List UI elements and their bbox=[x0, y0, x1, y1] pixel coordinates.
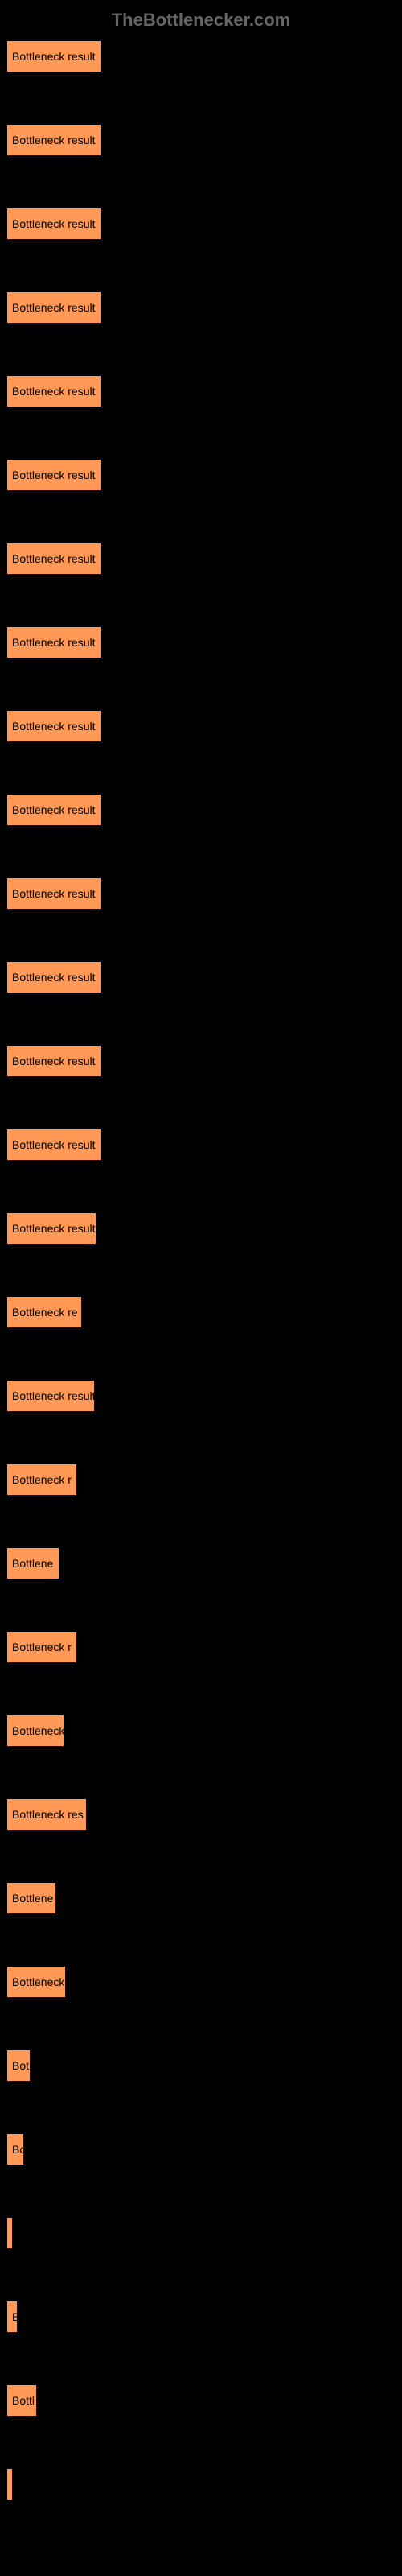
bar: B bbox=[6, 2301, 18, 2333]
bar-row: Bottl bbox=[6, 2384, 396, 2417]
site-title: TheBottlenecker.com bbox=[112, 10, 291, 30]
bar-label: Bottleneck result bbox=[12, 301, 96, 314]
header: TheBottlenecker.com bbox=[0, 0, 402, 40]
bar-row: Bottleneck result bbox=[6, 124, 396, 156]
bar: Bottlene bbox=[6, 1547, 59, 1579]
bar-label: Bottleneck bbox=[12, 1975, 64, 1988]
bar: Bottleneck result bbox=[6, 208, 101, 240]
bar-row: Bottleneck result bbox=[6, 877, 396, 910]
bar-row: Bottleneck result bbox=[6, 1045, 396, 1077]
bar-row: Bottleneck result bbox=[6, 626, 396, 658]
bar-label: Bottlene bbox=[12, 1892, 53, 1905]
bar: Bottleneck result bbox=[6, 1129, 101, 1161]
bar-label: B bbox=[12, 2310, 18, 2323]
bar-label: Bottleneck result bbox=[12, 720, 96, 733]
bar: Bottleneck bbox=[6, 1715, 64, 1747]
bar-row: Bottleneck result bbox=[6, 794, 396, 826]
bar-row: Bottleneck result bbox=[6, 291, 396, 324]
bar: Bottleneck result bbox=[6, 124, 101, 156]
bar-row: B bbox=[6, 2301, 396, 2333]
bar-label: Bottleneck result bbox=[12, 50, 96, 63]
bar-row: Bottleneck result bbox=[6, 1380, 396, 1412]
bar-row: Bottleneck bbox=[6, 1966, 396, 1998]
bar bbox=[6, 2217, 13, 2249]
bar-label: Bottleneck result bbox=[12, 469, 96, 481]
bar-label: Bot bbox=[12, 2059, 29, 2072]
bar-row: Bottlene bbox=[6, 1547, 396, 1579]
bar-label: Bottleneck result bbox=[12, 887, 96, 900]
bar-row: Bottleneck result bbox=[6, 459, 396, 491]
bar-label: Bottlene bbox=[12, 1557, 53, 1570]
bar: Bot bbox=[6, 2050, 31, 2082]
bar-label: Bottleneck r bbox=[12, 1473, 72, 1486]
bar: Bottl bbox=[6, 2384, 37, 2417]
bar: Bottleneck result bbox=[6, 1380, 95, 1412]
bar-label: Bottl bbox=[12, 2394, 35, 2407]
bar: Bottleneck r bbox=[6, 1631, 77, 1663]
bar-row: Bottleneck bbox=[6, 1715, 396, 1747]
bar: Bottleneck result bbox=[6, 1045, 101, 1077]
bar: Bottleneck result bbox=[6, 626, 101, 658]
bar-row: Bot bbox=[6, 2050, 396, 2082]
bar-label: Bottleneck result bbox=[12, 971, 96, 984]
bar: Bottleneck result bbox=[6, 961, 101, 993]
bar: Bottleneck result bbox=[6, 459, 101, 491]
bar-row: Bottleneck res bbox=[6, 1798, 396, 1831]
bar-chart: Bottleneck result Bottleneck result Bottle… bbox=[0, 40, 402, 2500]
bar-label: Bottleneck result bbox=[12, 1138, 96, 1151]
bar-label: Bottleneck result bbox=[12, 134, 96, 147]
bar-label: Bottleneck result bbox=[12, 1222, 96, 1235]
bar-row: Bottlene bbox=[6, 1882, 396, 1914]
bar: Bottleneck result bbox=[6, 375, 101, 407]
bar-row: Bottleneck result bbox=[6, 961, 396, 993]
bar-label: Bottleneck result bbox=[12, 217, 96, 230]
bar: Bottleneck result bbox=[6, 291, 101, 324]
bar-row: Bottleneck r bbox=[6, 1631, 396, 1663]
bar-label: Bottleneck result bbox=[12, 636, 96, 649]
bar-label: Bottleneck res bbox=[12, 1808, 84, 1821]
bar: Bottleneck result bbox=[6, 543, 101, 575]
bar-label: Bottleneck result bbox=[12, 552, 96, 565]
bar-row: Bo bbox=[6, 2133, 396, 2165]
bar: Bottleneck r bbox=[6, 1463, 77, 1496]
bar: Bottleneck bbox=[6, 1966, 66, 1998]
bar-label: Bottleneck result bbox=[12, 1055, 96, 1067]
bar-label: Bottleneck result bbox=[12, 803, 96, 816]
bar: Bottleneck result bbox=[6, 710, 101, 742]
bar-label: Bottleneck result bbox=[12, 385, 96, 398]
bar-row: Bottleneck result bbox=[6, 208, 396, 240]
bar-label: Bottleneck result bbox=[12, 1389, 95, 1402]
bar-row bbox=[6, 2468, 396, 2500]
bar-row: Bottleneck result bbox=[6, 375, 396, 407]
bar-row: Bottleneck result bbox=[6, 543, 396, 575]
bar-row bbox=[6, 2217, 396, 2249]
bar-row: Bottleneck result bbox=[6, 1129, 396, 1161]
bar-row: Bottleneck result bbox=[6, 710, 396, 742]
bar: Bottleneck result bbox=[6, 794, 101, 826]
bar-row: Bottleneck re bbox=[6, 1296, 396, 1328]
bar-row: Bottleneck result bbox=[6, 40, 396, 72]
bar: Bo bbox=[6, 2133, 24, 2165]
bar-label: Bottleneck bbox=[12, 1724, 64, 1737]
bar: Bottlene bbox=[6, 1882, 56, 1914]
bar-label: Bo bbox=[12, 2143, 24, 2156]
bar bbox=[6, 2468, 13, 2500]
bar-row: Bottleneck result bbox=[6, 1212, 396, 1245]
bar: Bottleneck result bbox=[6, 1212, 96, 1245]
bar-row: Bottleneck r bbox=[6, 1463, 396, 1496]
bar-label: Bottleneck r bbox=[12, 1641, 72, 1653]
bar: Bottleneck res bbox=[6, 1798, 87, 1831]
bar: Bottleneck re bbox=[6, 1296, 82, 1328]
bar: Bottleneck result bbox=[6, 877, 101, 910]
bar: Bottleneck result bbox=[6, 40, 101, 72]
bar-label: Bottleneck re bbox=[12, 1306, 78, 1319]
